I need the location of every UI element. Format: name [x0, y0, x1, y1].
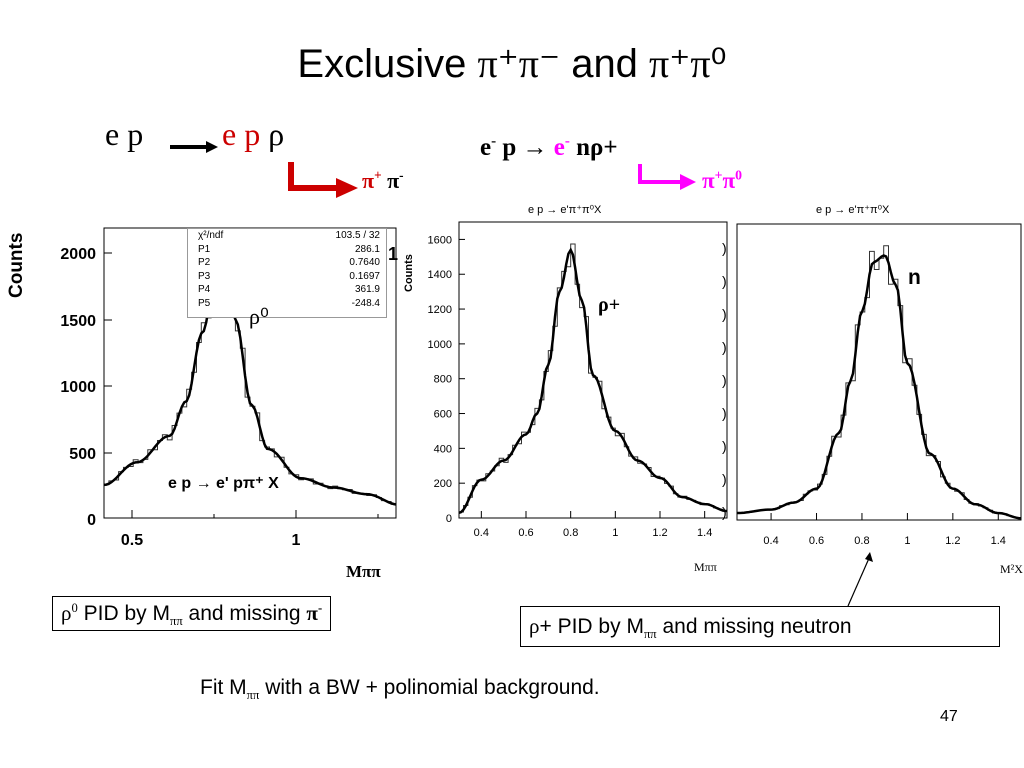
- left-side-glyph: 1: [388, 244, 399, 264]
- page-number: 47: [940, 708, 958, 725]
- left-reaction-final: e p: [222, 116, 261, 152]
- middle-plot-title: e p → e'π⁺π⁰X: [528, 204, 602, 216]
- middle-ytick: 0: [446, 513, 452, 525]
- left-plot-ylabel: Counts: [6, 232, 27, 298]
- stats-row: χ²/ndf 103.5 / 32: [188, 229, 386, 243]
- left-ytick: 2000: [60, 246, 96, 263]
- left-plot-xlabel: Mππ: [346, 562, 381, 581]
- left-inner-label: e p → e' pπ⁺ X: [168, 475, 279, 492]
- left-peak-label: ρ⁰: [249, 304, 269, 329]
- stats-row: P5 -248.4: [188, 297, 386, 311]
- right-peak-label: n: [908, 266, 921, 289]
- stats-value: 361.9: [354, 284, 380, 295]
- middle-xtick: 0.4: [474, 527, 489, 539]
- middle-xtick: 0.8: [563, 527, 578, 539]
- middle-xtick: 1.4: [697, 527, 712, 539]
- left-xtick: 0.5: [121, 532, 143, 549]
- middle-ytick: 800: [434, 374, 452, 386]
- title-pipi: π⁺π⁻: [477, 41, 561, 86]
- middle-plot-edge-marks: ))))))))): [722, 240, 727, 520]
- stats-name: P2: [198, 257, 211, 268]
- right-reaction: e- p → e- nρ+: [480, 133, 618, 161]
- right-xtick: 1.2: [945, 535, 960, 547]
- stats-value: -248.4: [351, 297, 380, 309]
- left-reaction-arrow: [170, 141, 218, 153]
- left-ytick: 0: [87, 512, 96, 529]
- left-reaction-final-block: e p ρ: [222, 116, 284, 153]
- stats-value: 0.7640: [349, 257, 380, 268]
- left-fit-curve: [103, 274, 397, 506]
- stats-name: χ²/ndf: [198, 230, 224, 241]
- right-plot-title: e p → e'π⁺π⁰X: [816, 204, 890, 216]
- title-prefix: Exclusive: [297, 42, 478, 86]
- stats-row: P1 286.1: [188, 243, 386, 257]
- stats-rows: χ²/ndf 103.5 / 32 P1 286.1 P2 0.7640 P3 0.1697 P…: [188, 229, 386, 310]
- left-ytick: 500: [69, 446, 96, 463]
- left-caption-box: ρ0 PID by Mππ and missing π-: [52, 596, 332, 631]
- left-reaction-initial: e p: [105, 116, 144, 152]
- middle-xtick: 1.2: [652, 527, 667, 539]
- stats-value: 103.5 / 32: [335, 230, 380, 241]
- left-stats-box: χ²/ndf 103.5 / 32 P1 286.1 P2 0.7640 P3 0.1697 P…: [187, 228, 387, 318]
- left-xtick: 1: [292, 532, 301, 549]
- footer-text: Fit Mππ with a BW + polinomial backgroun…: [200, 676, 600, 703]
- middle-xtick: 1: [612, 527, 618, 539]
- middle-plot-xlabel: Mππ: [694, 560, 717, 574]
- left-reaction-rho: ρ: [268, 116, 285, 152]
- middle-ytick: 1400: [428, 269, 452, 281]
- right-xtick: 1: [904, 535, 910, 547]
- middle-plot: 1600 1400 1200 1000 800 600 400 200 0 0.4 0.6 0.8 1…: [428, 221, 728, 539]
- right-plot-xlabel: M²X: [1000, 562, 1023, 576]
- left-reaction: e p: [105, 116, 143, 153]
- middle-ytick: 1200: [428, 304, 452, 316]
- stats-name: P5: [198, 297, 211, 309]
- stats-name: P1: [198, 243, 211, 255]
- title-and: and: [560, 42, 650, 86]
- right-plot: 0.4 0.6 0.8 1 1.2 1.4: [736, 223, 1022, 547]
- middle-ytick: 1600: [428, 234, 452, 246]
- stats-row: P3 0.1697: [188, 270, 386, 284]
- slide-title: Exclusive π⁺π⁻ and π⁺π⁰: [0, 40, 1024, 87]
- middle-fit-curve: [458, 247, 728, 514]
- middle-peak-label: ρ+: [598, 294, 621, 316]
- right-xtick: 0.6: [809, 535, 824, 547]
- left-decay-arrow-icon: [288, 162, 358, 198]
- middle-ytick: 1000: [428, 339, 452, 351]
- stats-value: 286.1: [354, 243, 380, 255]
- right-xtick: 1.4: [991, 535, 1006, 547]
- middle-ytick: 400: [434, 443, 452, 455]
- middle-ytick: 200: [434, 478, 452, 490]
- pointer-line: [847, 552, 873, 607]
- right-xtick: 0.4: [763, 535, 778, 547]
- stats-name: P4: [198, 284, 211, 295]
- right-decay-products: π+π0: [702, 167, 742, 193]
- left-ytick: 1000: [60, 379, 96, 396]
- stats-row: P2 0.7640: [188, 256, 386, 270]
- title-pipi0: π⁺π⁰: [649, 41, 727, 86]
- right-xtick: 0.8: [854, 535, 869, 547]
- right-decay-arrow-icon: [638, 164, 696, 190]
- right-fit-curve: [737, 254, 1022, 520]
- middle-ytick: 600: [434, 409, 452, 421]
- stats-row: P4 361.9: [188, 283, 386, 297]
- middle-xtick: 0.6: [518, 527, 533, 539]
- left-ytick: 1500: [60, 313, 96, 330]
- stats-value: 0.1697: [349, 270, 380, 282]
- right-caption-box: ρ+ PID by Mππ and missing neutron: [520, 606, 1000, 647]
- stats-name: P3: [198, 270, 211, 282]
- left-decay-products: π+ π-: [362, 167, 404, 193]
